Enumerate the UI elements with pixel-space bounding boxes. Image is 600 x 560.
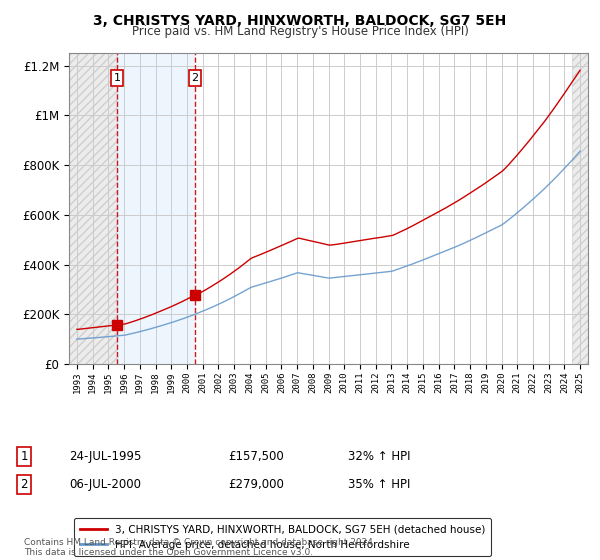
Text: 1: 1 (113, 73, 121, 83)
Text: 32% ↑ HPI: 32% ↑ HPI (348, 450, 410, 463)
Bar (69, 53, 117, 364)
Text: £279,000: £279,000 (228, 478, 284, 491)
Text: 3, CHRISTYS YARD, HINXWORTH, BALDOCK, SG7 5EH: 3, CHRISTYS YARD, HINXWORTH, BALDOCK, SG… (94, 14, 506, 28)
Bar (117, 53, 195, 364)
Text: £157,500: £157,500 (228, 450, 284, 463)
Text: 35% ↑ HPI: 35% ↑ HPI (348, 478, 410, 491)
Text: Price paid vs. HM Land Registry's House Price Index (HPI): Price paid vs. HM Land Registry's House … (131, 25, 469, 38)
Text: 2: 2 (20, 478, 28, 491)
Text: 2: 2 (191, 73, 199, 83)
Legend: 3, CHRISTYS YARD, HINXWORTH, BALDOCK, SG7 5EH (detached house), HPI: Average pri: 3, CHRISTYS YARD, HINXWORTH, BALDOCK, SG… (74, 519, 491, 556)
Bar (572, 53, 588, 364)
Text: 24-JUL-1995: 24-JUL-1995 (69, 450, 142, 463)
Text: 06-JUL-2000: 06-JUL-2000 (69, 478, 141, 491)
Text: 1: 1 (20, 450, 28, 463)
Text: Contains HM Land Registry data © Crown copyright and database right 2024.
This d: Contains HM Land Registry data © Crown c… (24, 538, 376, 557)
